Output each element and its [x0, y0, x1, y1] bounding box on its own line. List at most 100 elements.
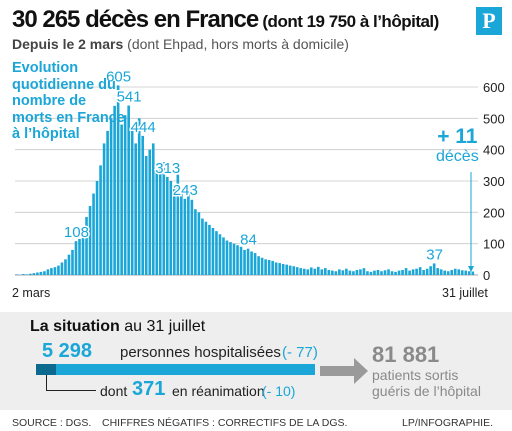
- chart-bar: [355, 269, 359, 275]
- chart-bar: [208, 224, 211, 275]
- chart-bar: [43, 271, 46, 275]
- chart-bar: [429, 266, 432, 275]
- chart-bar: [78, 238, 81, 275]
- chart-bar: [232, 243, 236, 275]
- chart-bar: [464, 270, 468, 275]
- chart-bar: [53, 267, 57, 275]
- title-main: 30 265 décès en France: [12, 6, 259, 33]
- y-tick-label: 300: [483, 174, 505, 189]
- chart-bar: [383, 270, 387, 275]
- situation-title-bold: La situation: [30, 318, 120, 335]
- chart-bar: [229, 242, 232, 275]
- chart-bar: [425, 268, 429, 275]
- situation-title: La situation au 31 juillet: [30, 318, 205, 336]
- chart-bar: [180, 193, 183, 275]
- chart-bar: [327, 269, 331, 275]
- chart-bar: [274, 262, 278, 275]
- chart-bar: [432, 263, 436, 275]
- icu-prefix: dont: [100, 383, 128, 399]
- chart-data-labels: 108 605 541 444 313 243 84 37: [62, 67, 444, 265]
- chart-bar: [169, 181, 173, 275]
- chart-bar: [155, 171, 159, 275]
- chart-bar: [397, 270, 401, 275]
- icu-value: 371: [132, 378, 166, 400]
- today-value: + 11: [437, 125, 478, 148]
- subtitle-note: (dont Ehpad, hors morts à domicile): [123, 36, 349, 52]
- chart-bar: [250, 251, 253, 275]
- today-label: décès: [436, 148, 479, 165]
- chart-bars: [15, 85, 475, 276]
- chart-bar: [197, 212, 201, 275]
- chart-bar: [422, 269, 425, 275]
- chart-bar: [158, 165, 162, 275]
- chart-bar: [302, 268, 306, 275]
- situation-panel: [0, 312, 512, 410]
- chart-bar: [446, 271, 450, 275]
- chart-bar: [471, 271, 475, 275]
- page-title: 30 265 décès en France (dont 19 750 à l’…: [12, 6, 439, 34]
- chart-bar: [243, 249, 246, 275]
- icu-connector-horizontal: [46, 390, 96, 391]
- chart-bar: [257, 256, 260, 275]
- chart-bar: [50, 268, 53, 275]
- chart-bar: [457, 269, 461, 275]
- chart-bar: [418, 267, 422, 275]
- chart-bar: [436, 268, 439, 275]
- chart-bar: [36, 272, 39, 275]
- chart-bar: [331, 270, 334, 275]
- chart-bar: [85, 217, 88, 275]
- chart-bar: [267, 259, 271, 275]
- chart-bar: [22, 274, 25, 275]
- icu-bar: [36, 364, 56, 375]
- chart-bar: [324, 268, 327, 275]
- chart-bar: [222, 237, 225, 275]
- data-label: 313: [155, 160, 180, 177]
- chart-bar: [348, 270, 352, 275]
- chart-bar: [46, 269, 50, 275]
- chart-bar: [376, 269, 380, 275]
- footer-credit: LP/INFOGRAPHIE.: [402, 417, 494, 429]
- chart-bar: [211, 228, 215, 275]
- discharged-label: patients sortis guéris de l’hôpital: [372, 367, 481, 399]
- y-tick-label: 400: [483, 143, 505, 158]
- chart-bar: [144, 155, 148, 275]
- chart-bar: [141, 135, 145, 275]
- chart-bar: [264, 259, 267, 275]
- data-label: 37: [426, 246, 443, 263]
- y-tick-label: 200: [483, 205, 505, 220]
- deaths-bar-chart: 108 605 541 444 313 243 84 37 0 100 200 300 400 500 6…: [15, 67, 505, 283]
- chart-bar: [113, 105, 116, 275]
- chart-bar: [148, 149, 152, 275]
- chart-bar: [366, 271, 369, 275]
- chart-bar: [320, 269, 324, 275]
- subtitle-date: Depuis le 2 mars: [12, 36, 124, 52]
- chart-bar: [390, 271, 394, 275]
- chart-bar: [225, 240, 229, 275]
- data-label: 84: [240, 232, 257, 249]
- y-tick-label: 100: [483, 237, 505, 252]
- chart-bar: [411, 269, 415, 275]
- chart-bar: [467, 271, 471, 275]
- chart-bar: [165, 176, 169, 275]
- chart-bar: [134, 143, 137, 275]
- publisher-logo: P: [476, 7, 502, 35]
- chart-bar: [130, 127, 134, 275]
- data-label: 605: [106, 68, 131, 85]
- chart-bar: [401, 269, 404, 275]
- chart-bar: [334, 271, 338, 275]
- chart-y-axis: 0 100 200 300 400 500 600: [483, 80, 505, 283]
- hospitalised-change: (- 77): [282, 344, 318, 361]
- chart-bar: [102, 143, 106, 275]
- x-axis-end-label: 31 juillet: [442, 286, 488, 300]
- y-tick-label: 0: [483, 268, 490, 283]
- hospitalised-value: 5 298: [42, 340, 93, 362]
- chart-bar: [246, 248, 250, 275]
- chart-bar: [151, 143, 155, 275]
- chart-bar: [204, 221, 208, 275]
- data-label: 444: [131, 119, 156, 136]
- chart-bar: [338, 269, 341, 275]
- chart-bar: [260, 257, 264, 275]
- chart-bar: [341, 270, 345, 275]
- chart-bar: [278, 263, 281, 275]
- chart-bar: [88, 206, 92, 275]
